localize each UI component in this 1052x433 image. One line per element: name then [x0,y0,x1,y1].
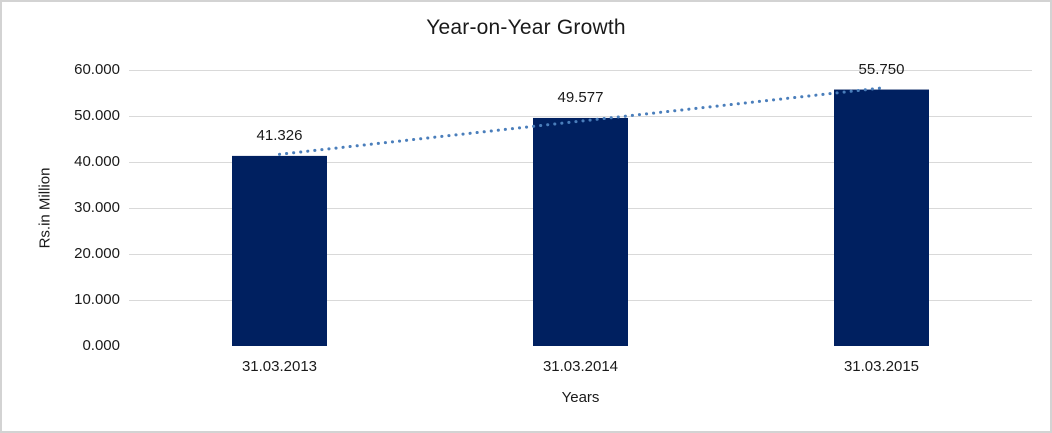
y-axis-tick-label: 40.000 [74,153,120,170]
chart-title: Year-on-Year Growth [426,16,626,39]
x-axis-title: Years [561,389,600,406]
y-axis-tick-label: 10.000 [74,291,120,308]
bar [232,155,327,346]
bar-data-label: 55.750 [858,60,905,78]
y-axis-tick-label: 60.000 [74,61,120,78]
y-axis-tick-label: 30.000 [74,199,120,216]
bar-data-label: 41.326 [256,126,303,144]
y-axis-tick-label: 20.000 [74,245,120,262]
bar-data-label: 49.577 [557,88,604,106]
plot-area [129,70,1032,346]
x-axis-tick-label: 31.03.2014 [542,358,619,375]
bar [533,117,628,346]
y-axis-tick-label: 0.000 [82,337,120,354]
y-axis-tick-label: 50.000 [74,107,120,124]
x-axis-tick-label: 31.03.2013 [241,358,318,375]
x-axis-tick-label: 31.03.2015 [843,358,920,375]
bar [834,89,929,346]
trendline-dotted [278,86,883,156]
